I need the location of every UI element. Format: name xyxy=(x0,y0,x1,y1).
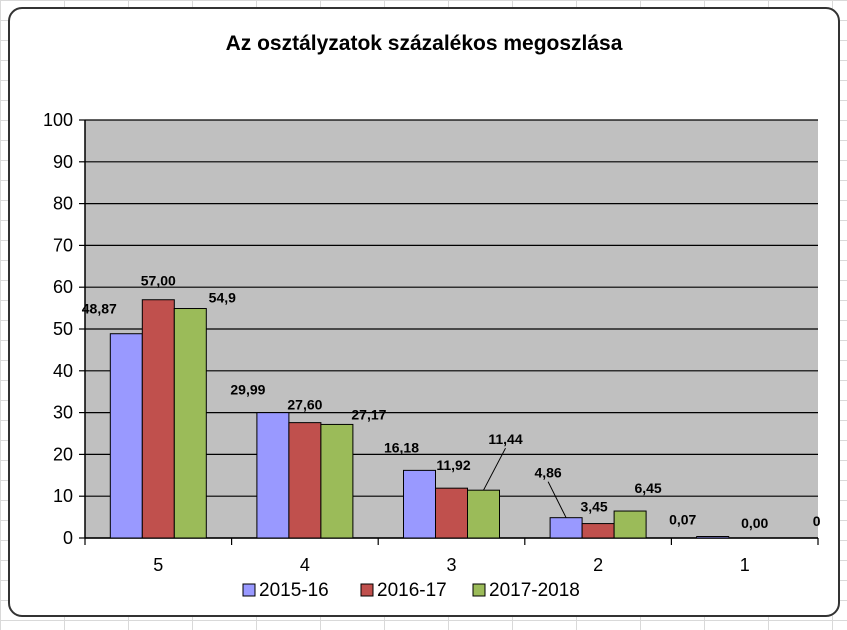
legend-label: 2015-16 xyxy=(259,580,329,601)
data-label: 54,9 xyxy=(209,290,236,306)
data-label: 11,44 xyxy=(488,431,522,447)
y-tick-label: 50 xyxy=(53,319,73,339)
bar-2015-16-2 xyxy=(549,517,583,539)
y-tick-label: 60 xyxy=(53,277,73,297)
bar-2016-17-3 xyxy=(435,487,468,539)
y-tick-label: 40 xyxy=(53,361,73,381)
y-tick-label: 90 xyxy=(53,152,73,172)
x-tick-label: 1 xyxy=(740,555,750,575)
x-tick-label: 5 xyxy=(153,555,163,575)
bar-2015-16-3 xyxy=(403,469,436,539)
x-tick-label: 2 xyxy=(593,555,603,575)
data-label: 0 xyxy=(813,513,821,529)
bar-2015-16-5 xyxy=(109,333,143,539)
data-label: 3,45 xyxy=(580,499,607,515)
bar-2016-17-2 xyxy=(581,523,615,539)
x-tick-label: 3 xyxy=(446,555,456,575)
bar-2015-16-1 xyxy=(696,536,730,539)
bar-2017-2018-2 xyxy=(613,510,647,539)
data-label: 16,18 xyxy=(384,439,419,455)
data-label: 11,92 xyxy=(436,457,470,473)
legend-swatch xyxy=(472,583,486,597)
bar-2015-16-4 xyxy=(256,412,290,539)
y-tick-label: 0 xyxy=(63,528,73,548)
legend-swatch xyxy=(242,583,256,597)
x-tick-label: 4 xyxy=(300,555,310,575)
data-label: 27,17 xyxy=(351,406,386,422)
y-tick-label: 70 xyxy=(53,235,73,255)
leader-line xyxy=(483,447,506,491)
y-tick-label: 100 xyxy=(43,110,73,130)
legend-label: 2016-17 xyxy=(377,580,447,601)
bar-2017-2018-3 xyxy=(467,489,500,539)
leader-line xyxy=(547,481,567,518)
bar-2017-2018-4 xyxy=(320,423,354,539)
y-tick-label: 30 xyxy=(53,403,73,423)
legend: 2015-16 2016-17 2017-2018 xyxy=(242,580,580,601)
plot-area: 0102030405060708090100548,8757,0054,9429… xyxy=(43,110,821,575)
data-label: 29,99 xyxy=(230,382,265,398)
data-label: 4,86 xyxy=(534,465,561,481)
chart-title: Az osztályzatok százalékos megoszlása xyxy=(226,32,623,55)
bar-2017-2018-5 xyxy=(173,308,207,539)
y-tick-label: 80 xyxy=(53,194,73,214)
data-label: 0,00 xyxy=(741,515,768,531)
data-label: 48,87 xyxy=(82,301,117,317)
y-tick-label: 20 xyxy=(53,444,73,464)
data-label: 0,07 xyxy=(669,512,696,528)
legend-label: 2017-2018 xyxy=(489,580,580,601)
y-tick-label: 10 xyxy=(53,486,73,506)
bar-2016-17-5 xyxy=(141,299,175,539)
data-label: 57,00 xyxy=(141,273,176,289)
data-label: 6,45 xyxy=(634,480,661,496)
legend-swatch xyxy=(360,583,374,597)
data-label: 27,60 xyxy=(287,397,322,413)
bar-2016-17-4 xyxy=(288,422,322,539)
